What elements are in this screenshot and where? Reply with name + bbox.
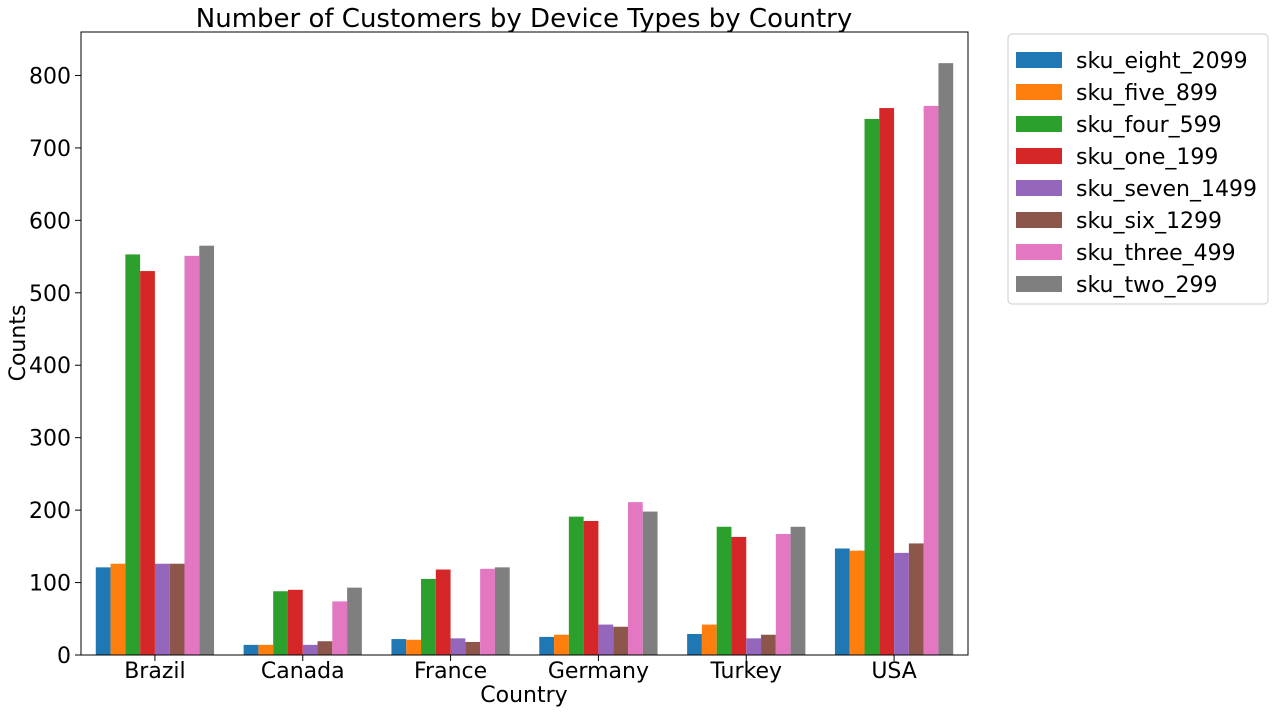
x-tick-label-france: France	[414, 659, 487, 684]
y-tick-label: 300	[29, 427, 71, 452]
legend-swatch-sku_six_1299	[1016, 212, 1062, 228]
bar-sku_seven_1499-brazil	[154, 563, 170, 655]
bar-sku_three_499-canada	[332, 601, 348, 655]
legend-label-sku_four_599: sku_four_599	[1076, 113, 1222, 138]
bar-sku_four_599-france	[421, 578, 436, 655]
legend-frame	[1007, 33, 1269, 305]
bar-sku_four_599-brazil	[125, 254, 141, 655]
bar-sku_two_299-france	[494, 567, 510, 655]
bar-sku_eight_2099-brazil	[95, 567, 111, 655]
bar-sku_five_899-germany	[554, 634, 569, 655]
legend-label-sku_seven_1499: sku_seven_1499	[1076, 177, 1257, 202]
bar-sku_seven_1499-germany	[598, 624, 614, 655]
bars-group	[95, 63, 954, 656]
bar-sku_eight_2099-germany	[539, 636, 555, 655]
bar-sku_one_199-brazil	[140, 271, 155, 655]
y-tick-label: 600	[29, 209, 71, 234]
legend-swatch-sku_seven_1499	[1016, 180, 1062, 196]
bar-sku_eight_2099-canada	[243, 644, 259, 655]
plot-frame	[80, 31, 969, 656]
bar-sku_six_1299-france	[465, 641, 481, 655]
bar-sku_two_299-brazil	[199, 245, 215, 655]
bar-sku_eight_2099-turkey	[687, 633, 702, 655]
bar-sku_one_199-turkey	[731, 536, 747, 655]
chart-title: Number of Customers by Device Types by C…	[196, 4, 852, 34]
bar-sku_six_1299-brazil	[169, 563, 185, 655]
bar-sku_one_199-usa	[879, 108, 895, 655]
bar-sku_four_599-turkey	[716, 526, 732, 655]
y-axis-label: Counts	[6, 305, 31, 382]
x-tick-label-canada: Canada	[261, 659, 345, 684]
bar-sku_six_1299-canada	[317, 641, 333, 655]
bar-sku_three_499-brazil	[184, 255, 200, 655]
y-tick-label: 700	[29, 137, 71, 162]
legend-swatch-sku_eight_2099	[1016, 52, 1062, 68]
bar-sku_three_499-usa	[923, 105, 939, 655]
x-tick-label-usa: USA	[871, 659, 917, 684]
bar-sku_seven_1499-usa	[894, 552, 909, 655]
bar-sku_five_899-france	[406, 639, 422, 655]
x-tick-label-turkey: Turkey	[709, 659, 782, 684]
y-tick-label: 500	[29, 282, 71, 307]
bar-sku_five_899-turkey	[701, 624, 717, 655]
bar-sku_five_899-usa	[849, 550, 865, 655]
legend-swatch-sku_one_199	[1016, 148, 1062, 164]
legend-label-sku_two_299: sku_two_299	[1076, 273, 1218, 298]
bar-sku_five_899-brazil	[110, 563, 126, 655]
legend-label-sku_six_1299: sku_six_1299	[1076, 209, 1222, 234]
legend-swatch-sku_three_499	[1016, 244, 1062, 260]
y-tick-label: 400	[29, 354, 71, 379]
legend: sku_eight_2099 sku_five_899 sku_four_599sk…	[1007, 33, 1269, 305]
bar-sku_three_499-turkey	[775, 534, 791, 655]
y-axis: 0 100 200 300 400 500 600 700 800	[29, 64, 81, 669]
bar-sku_eight_2099-france	[391, 639, 407, 655]
bar-sku_two_299-turkey	[790, 526, 806, 655]
bar-sku_one_199-france	[435, 569, 451, 655]
x-axis: Brazil Canada France Germany Turkey USA	[124, 655, 917, 684]
bar-sku_four_599-usa	[864, 118, 880, 656]
plot-area: 0 100 200 300 400 500 600 700 800 Brazil Canada Fr…	[29, 31, 969, 684]
bar-sku_three_499-france	[480, 568, 495, 655]
bar-sku_seven_1499-turkey	[746, 638, 762, 655]
y-tick-label: 200	[29, 499, 71, 524]
y-tick-label: 0	[57, 644, 71, 669]
legend-swatch-sku_four_599	[1016, 116, 1062, 132]
legend-swatch-sku_five_899	[1016, 84, 1062, 100]
bar-sku_two_299-germany	[642, 511, 658, 655]
legend-label-sku_one_199: sku_one_199	[1076, 145, 1218, 170]
bar-sku_five_899-canada	[258, 644, 274, 655]
x-tick-label-brazil: Brazil	[124, 659, 185, 684]
bar-sku_two_299-usa	[938, 63, 954, 655]
bar-sku_two_299-canada	[347, 587, 362, 655]
x-axis-label: Country	[480, 683, 567, 708]
bar-sku_eight_2099-usa	[834, 548, 850, 655]
legend-swatch-sku_two_299	[1016, 276, 1062, 292]
bar-sku_six_1299-turkey	[761, 634, 776, 655]
bar-sku_four_599-germany	[568, 516, 584, 655]
bar-sku_six_1299-usa	[908, 543, 924, 655]
bar-sku_seven_1499-canada	[302, 644, 318, 655]
bar-sku_four_599-canada	[273, 591, 288, 655]
y-tick-label: 100	[29, 572, 71, 597]
x-tick-label-germany: Germany	[548, 659, 649, 684]
bar-sku_three_499-germany	[627, 502, 643, 655]
bar-sku_one_199-germany	[583, 520, 599, 655]
bar-sku_six_1299-germany	[613, 626, 628, 655]
legend-label-sku_five_899: sku_five_899	[1076, 81, 1218, 106]
legend-label-sku_three_499: sku_three_499	[1076, 241, 1236, 266]
bar-sku_one_199-canada	[287, 589, 303, 655]
y-tick-label: 800	[29, 64, 71, 89]
legend-label-sku_eight_2099: sku_eight_2099	[1076, 49, 1248, 74]
bar-sku_seven_1499-france	[450, 638, 466, 655]
